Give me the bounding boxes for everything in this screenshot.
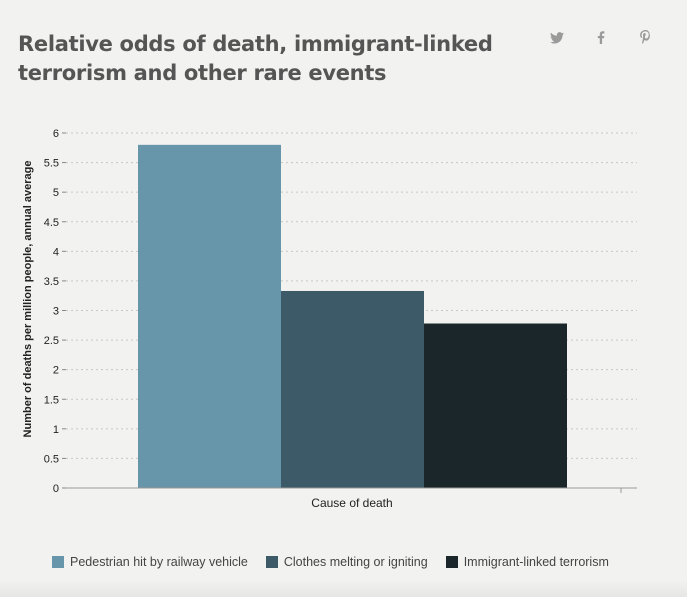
chart-title: Relative odds of death, immigrant-linked…	[18, 32, 493, 85]
x-axis-label: Cause of death	[311, 496, 392, 510]
share-buttons	[549, 30, 653, 48]
legend-label: Pedestrian hit by railway vehicle	[70, 555, 248, 569]
y-tick-label: 4.5	[44, 217, 59, 229]
facebook-icon[interactable]	[593, 30, 609, 48]
legend-label: Immigrant-linked terrorism	[463, 555, 609, 569]
bottom-shade	[0, 579, 687, 597]
pinterest-icon[interactable]	[637, 30, 653, 48]
bar-1[interactable]	[138, 144, 281, 489]
y-axis-ticks: 0 0.5 1 1.5 2 2.5 3 3.5 4 4.5 5 5.5 6	[44, 128, 66, 495]
y-axis-label: Number of deaths per million people, ann…	[22, 161, 34, 438]
y-tick-label: 2.5	[44, 335, 59, 347]
twitter-icon[interactable]	[549, 30, 565, 48]
legend: Pedestrian hit by railway vehicle Clothes…	[52, 555, 609, 569]
legend-label: Clothes melting or igniting	[283, 555, 428, 569]
legend-item[interactable]: Clothes melting or igniting	[265, 555, 428, 569]
legend-item[interactable]: Pedestrian hit by railway vehicle	[52, 555, 248, 569]
y-tick-label: 1	[53, 424, 59, 436]
bars	[138, 144, 567, 489]
bar-2[interactable]	[281, 290, 424, 488]
y-tick-label: 2	[53, 365, 59, 377]
y-tick-label: 6	[53, 128, 59, 140]
legend-swatch	[265, 556, 278, 568]
y-tick-label: 3.5	[44, 276, 59, 288]
y-tick-label: 0	[53, 483, 59, 495]
y-tick-label: 4	[53, 246, 59, 258]
bar-3[interactable]	[424, 323, 567, 488]
y-tick-label: 5	[53, 187, 59, 199]
y-tick-label: 0.5	[44, 453, 59, 465]
legend-swatch	[52, 556, 64, 568]
y-tick-label: 5.5	[44, 158, 59, 170]
legend-swatch	[445, 556, 458, 568]
y-tick-label: 3	[53, 306, 59, 318]
legend-item[interactable]: Immigrant-linked terrorism	[445, 555, 609, 569]
y-tick-label: 1.5	[44, 394, 59, 406]
bar-chart: 0 0.5 1 1.5 2 2.5 3 3.5 4 4.5 5 5.5 6 Cause of death…	[22, 128, 637, 510]
